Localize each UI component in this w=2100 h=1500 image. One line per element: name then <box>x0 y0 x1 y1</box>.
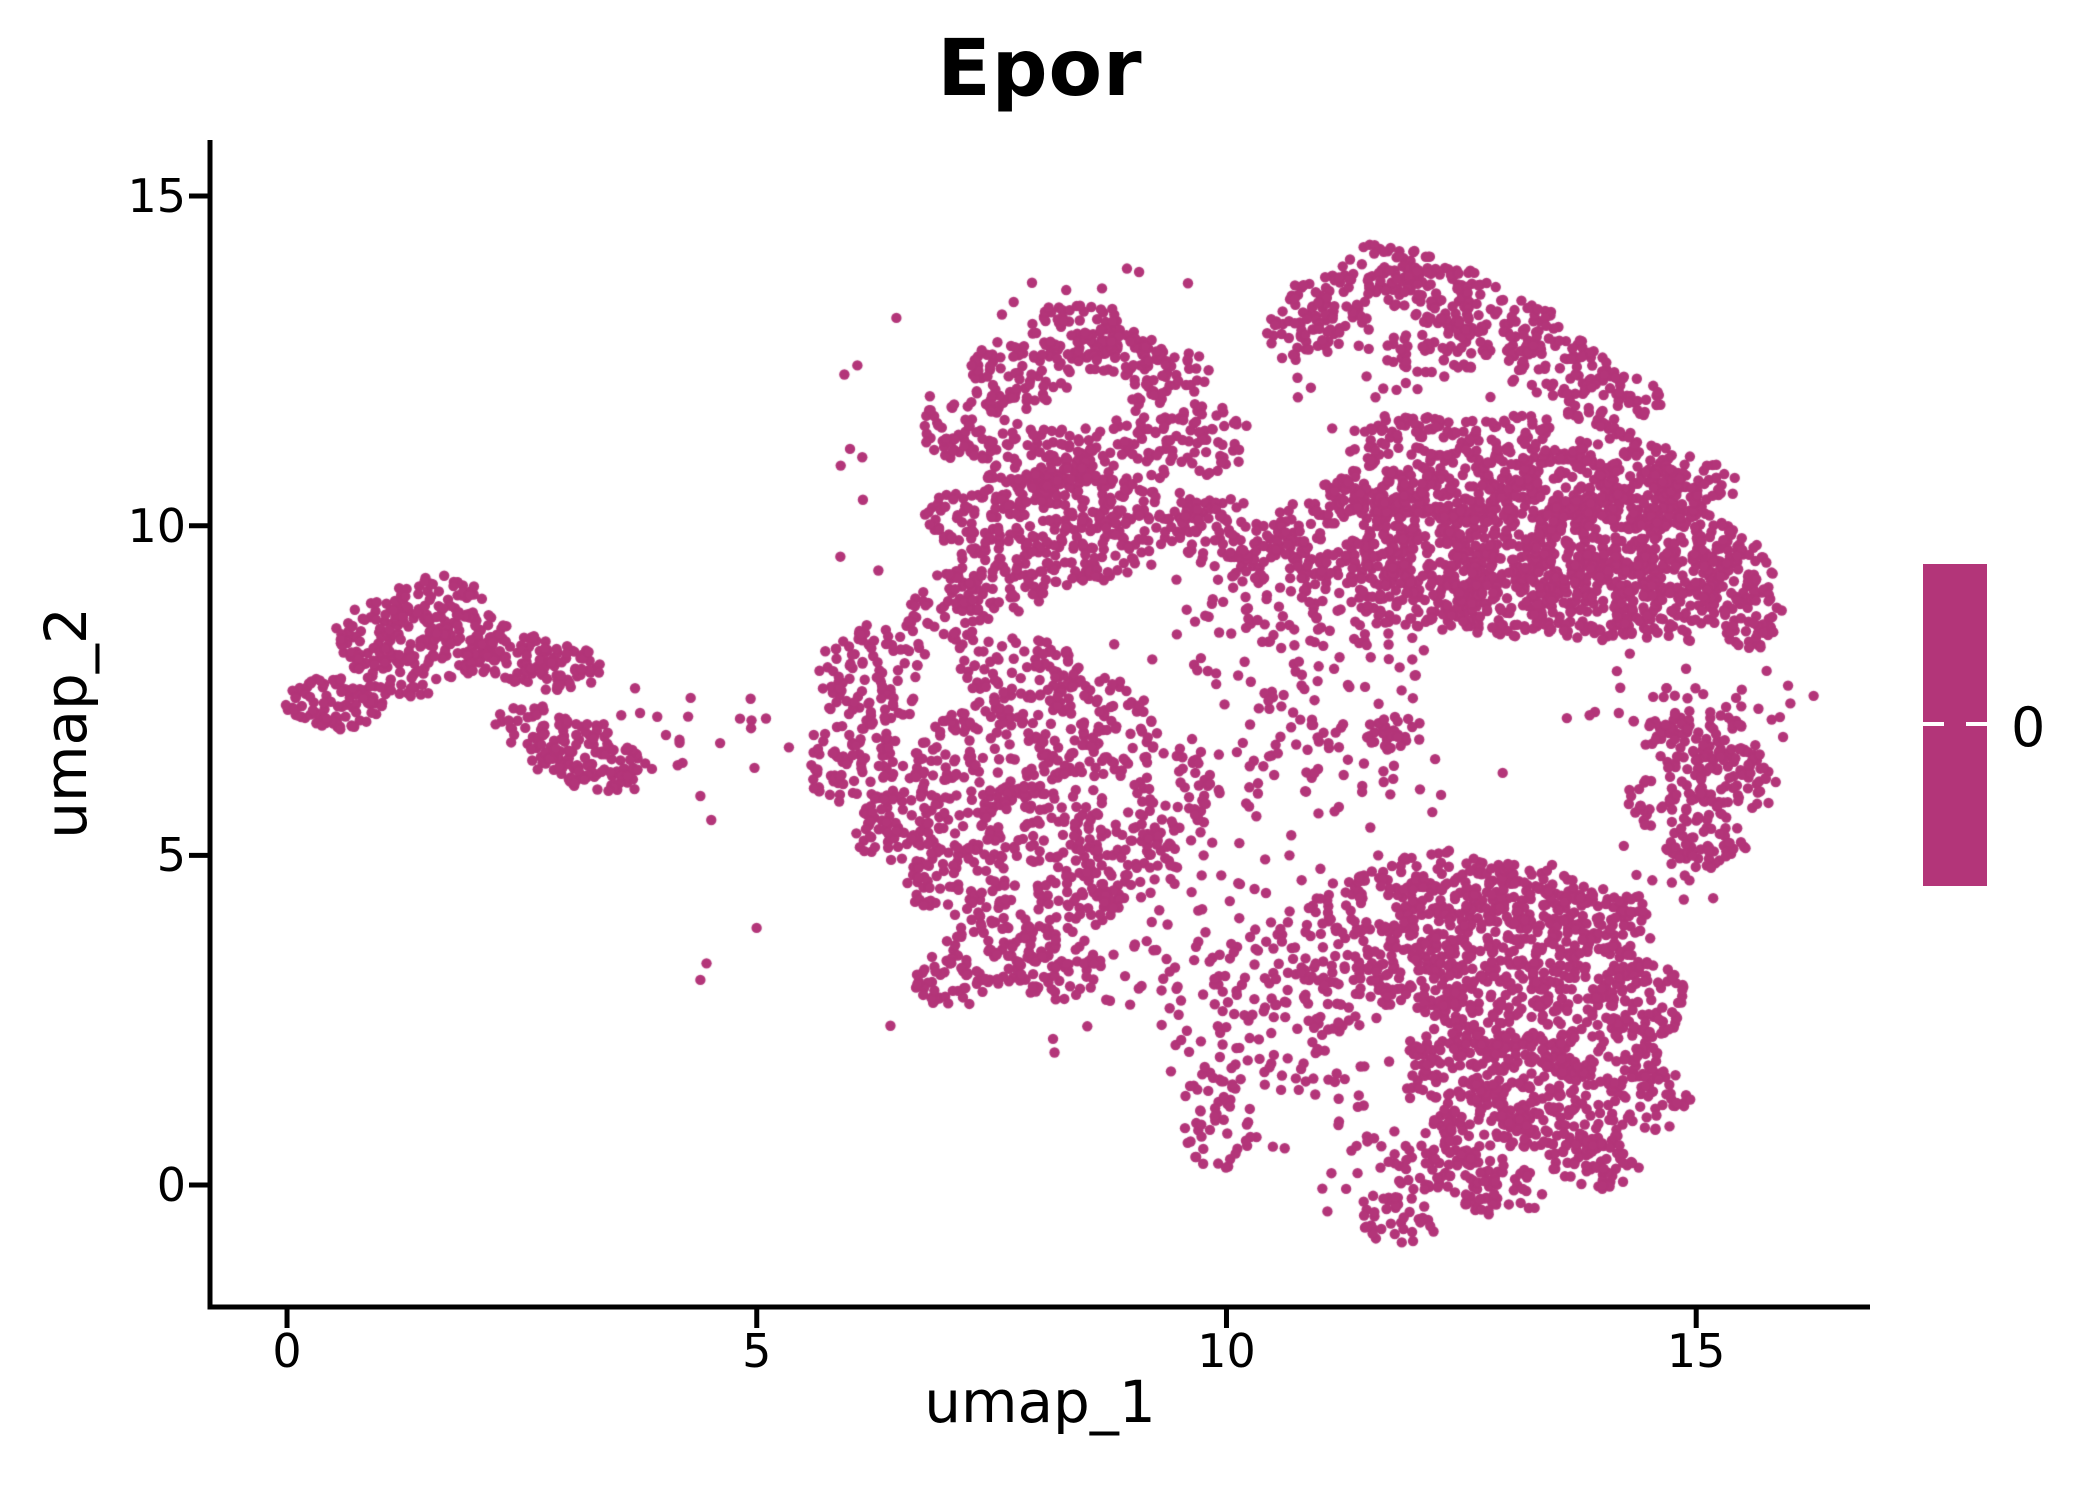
colorbar: 0 <box>1923 564 2045 886</box>
x-tick-label: 5 <box>742 1324 772 1378</box>
x-tick-label: 15 <box>1666 1324 1726 1378</box>
y-tick-label: 0 <box>156 1158 186 1213</box>
colorbar-tick-mark-right <box>1966 722 1987 726</box>
x-tick-label: 10 <box>1197 1324 1256 1378</box>
x-axis-ticks <box>284 1307 1699 1328</box>
y-tick-label: 15 <box>127 169 186 224</box>
y-axis-title: umap_2 <box>32 607 100 839</box>
colorbar-tick-label: 0 <box>2011 696 2046 759</box>
y-axis-ticks <box>189 193 210 1188</box>
y-tick-label: 10 <box>127 498 186 553</box>
x-axis-title: umap_1 <box>924 1368 1156 1436</box>
y-tick-label: 5 <box>156 828 186 883</box>
colorbar-tick-mark-left <box>1923 722 1944 726</box>
x-tick-label: 0 <box>272 1324 302 1378</box>
